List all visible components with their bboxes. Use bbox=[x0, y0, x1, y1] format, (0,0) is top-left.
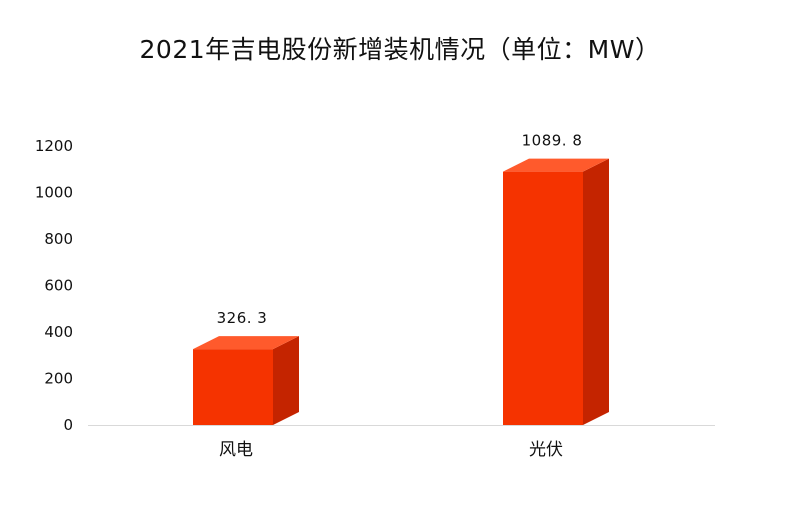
data-label: 1089. 8 bbox=[522, 132, 583, 150]
y-tick-label: 1000 bbox=[35, 184, 73, 202]
data-labels: 326. 3 1089. 8 bbox=[217, 132, 583, 328]
y-tick-label: 1200 bbox=[35, 137, 73, 155]
y-tick-label: 200 bbox=[44, 370, 73, 388]
category-label: 风电 bbox=[219, 440, 253, 460]
data-label: 326. 3 bbox=[217, 309, 268, 327]
bar-top bbox=[503, 158, 609, 172]
bar-side bbox=[273, 336, 299, 425]
bar-top bbox=[193, 336, 299, 350]
y-tick-label: 800 bbox=[44, 230, 73, 248]
y-axis-labels: 0 200 400 600 800 1000 1200 bbox=[35, 137, 73, 434]
x-axis-labels: 风电 光伏 bbox=[219, 440, 563, 460]
bar-2 bbox=[503, 158, 609, 425]
bar-side bbox=[583, 158, 609, 425]
bar-front bbox=[193, 349, 273, 425]
bars bbox=[193, 158, 609, 425]
bar-front bbox=[503, 171, 583, 425]
y-tick-label: 400 bbox=[44, 323, 73, 341]
category-label: 光伏 bbox=[529, 440, 563, 460]
chart-title: 2021年吉电股份新增装机情况（单位：MW） bbox=[139, 35, 661, 64]
y-tick-label: 0 bbox=[63, 416, 73, 434]
bar-1 bbox=[193, 336, 299, 425]
y-tick-label: 600 bbox=[44, 277, 73, 295]
